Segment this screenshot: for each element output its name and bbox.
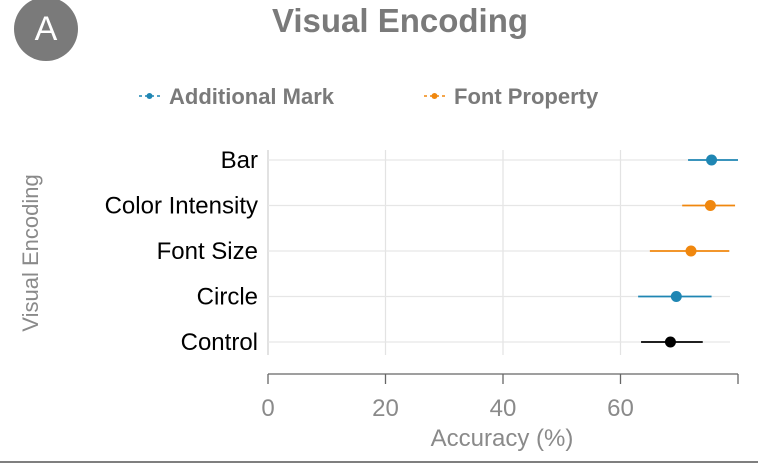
category-label-2: Font Size <box>157 238 258 265</box>
x-tick-label-40: 40 <box>490 395 517 422</box>
x-tick-label-0: 0 <box>261 395 274 422</box>
category-label-0: Bar <box>221 147 258 174</box>
legend-swatch-dot-1 <box>431 93 438 99</box>
data-marks <box>638 154 738 348</box>
grid <box>267 150 730 355</box>
panel-badge: A <box>14 0 78 61</box>
point-2 <box>685 245 697 257</box>
chart-title: Visual Encoding <box>272 2 528 39</box>
x-tick-label-20: 20 <box>372 395 399 422</box>
point-0 <box>706 154 718 166</box>
y-axis-label: Visual Encoding <box>18 174 43 331</box>
category-labels: Bar Color Intensity Font Size Circle Control <box>105 147 258 356</box>
category-label-3: Circle <box>197 284 258 311</box>
x-axis: 0 20 40 60 <box>261 373 739 422</box>
point-1 <box>704 200 716 211</box>
legend-label-1: Font Property <box>454 84 599 109</box>
legend: Additional Mark Font Property <box>139 84 599 109</box>
panel-badge-circle <box>14 0 78 61</box>
x-tick-label-60: 60 <box>607 395 634 422</box>
panel-badge-letter: A <box>35 10 58 48</box>
point-3 <box>670 291 682 302</box>
x-axis-label: Accuracy (%) <box>431 425 574 452</box>
legend-label-0: Additional Mark <box>169 84 335 109</box>
category-label-4: Control <box>181 329 258 356</box>
point-4 <box>664 336 676 348</box>
legend-swatch-dot-0 <box>146 93 153 99</box>
category-label-1: Color Intensity <box>105 193 258 220</box>
